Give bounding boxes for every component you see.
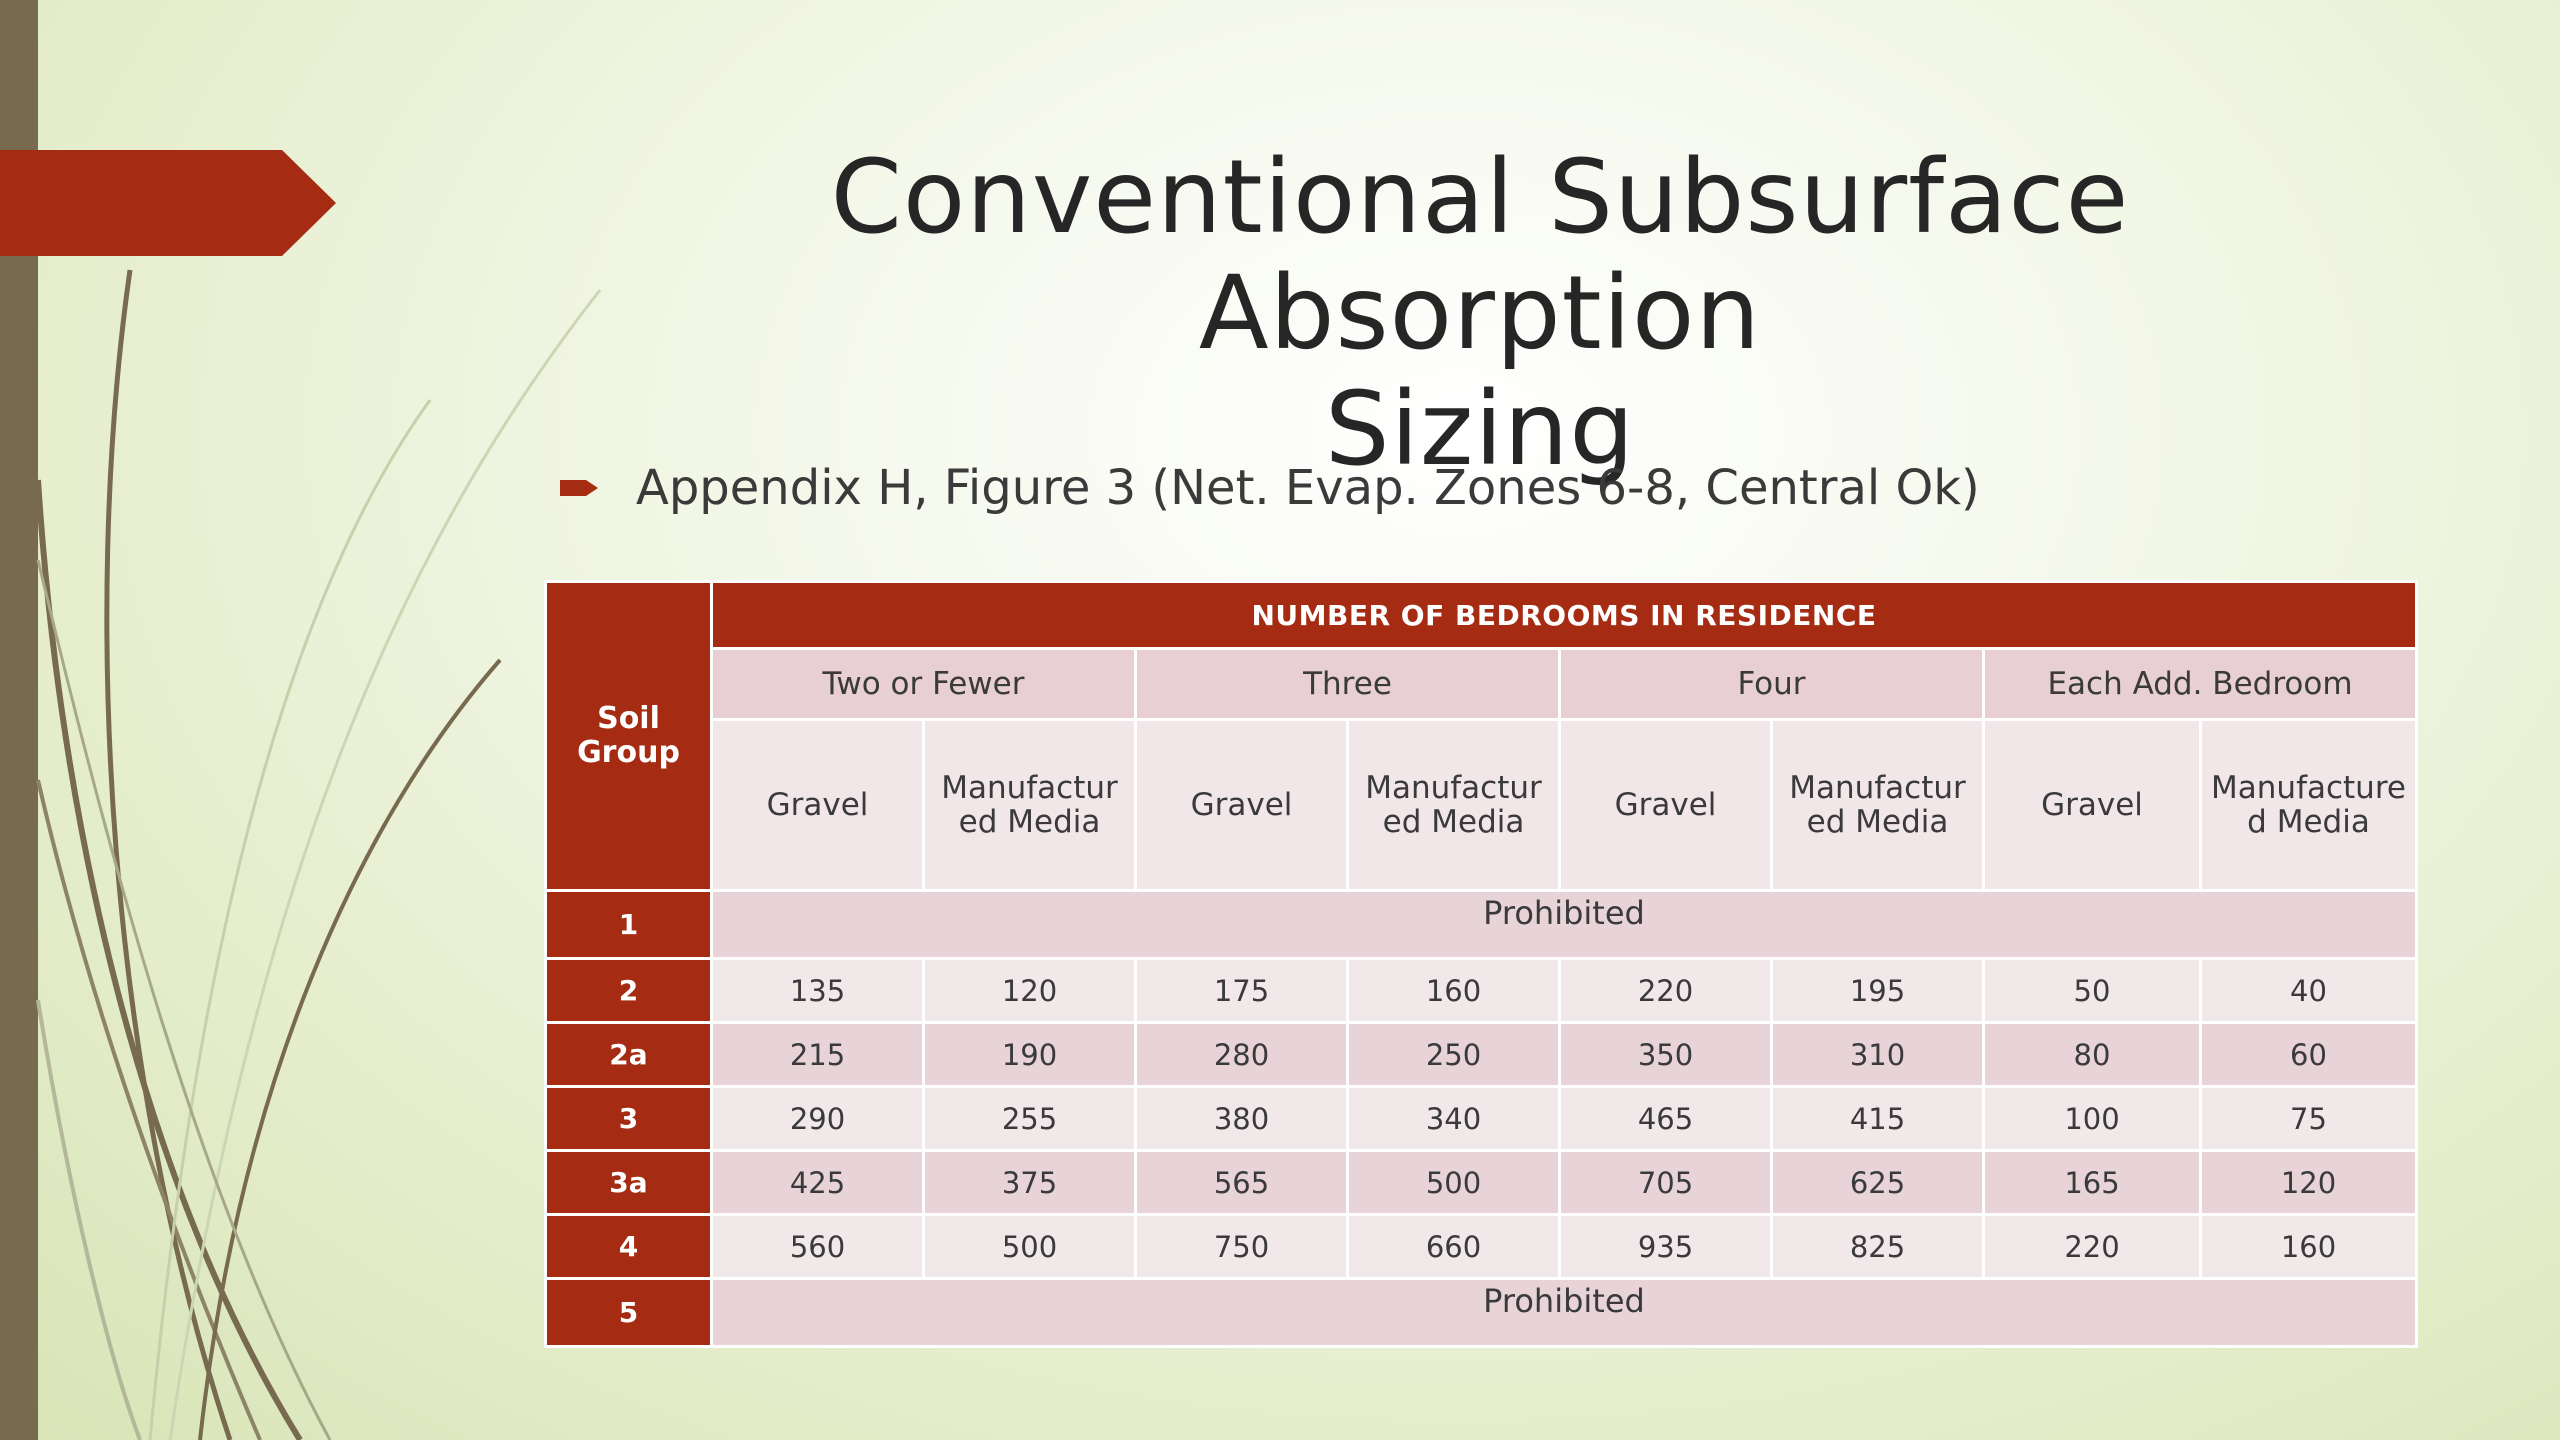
- table-cell: 465: [1558, 1085, 1773, 1152]
- prohibited-cell: Prohibited: [710, 889, 2418, 960]
- soil-group-cell: 2a: [544, 1021, 713, 1088]
- table-cell: 935: [1558, 1213, 1773, 1280]
- table-cell: 220: [1558, 957, 1773, 1024]
- group-header-four: Four: [1558, 647, 1985, 721]
- group-header-two-or-fewer: Two or Fewer: [710, 647, 1137, 721]
- table-cell: 120: [922, 957, 1137, 1024]
- table-cell: 375: [922, 1149, 1137, 1216]
- table-cell: 175: [1134, 957, 1349, 1024]
- subheader-gravel: Gravel: [1134, 718, 1349, 892]
- bedrooms-header: NUMBER OF BEDROOMS IN RESIDENCE: [710, 580, 2418, 650]
- table-row: 4 560 500 750 660 935 825 220 160: [544, 1213, 2418, 1280]
- table-cell: 290: [710, 1085, 925, 1152]
- soil-group-cell: 5: [544, 1277, 713, 1348]
- soil-group-cell: 4: [544, 1213, 713, 1280]
- subheader-gravel: Gravel: [710, 718, 925, 892]
- table-cell: 120: [2199, 1149, 2418, 1216]
- table-row: 1 Prohibited: [544, 889, 2418, 960]
- table-row: 3 290 255 380 340 465 415 100 75: [544, 1085, 2418, 1152]
- table-cell: 825: [1770, 1213, 1985, 1280]
- table-cell: 340: [1346, 1085, 1561, 1152]
- subheader-manufactured-media: Manufactur ed Media: [922, 718, 1137, 892]
- table-cell: 190: [922, 1021, 1137, 1088]
- table-cell: 425: [710, 1149, 925, 1216]
- arrow-bullet-icon: [560, 480, 598, 496]
- table-cell: 160: [2199, 1213, 2418, 1280]
- table-cell: 160: [1346, 957, 1561, 1024]
- subheader-manufactured-media: Manufactur ed Media: [1770, 718, 1985, 892]
- table-cell: 40: [2199, 957, 2418, 1024]
- soil-group-cell: 3a: [544, 1149, 713, 1216]
- subheader-gravel: Gravel: [1982, 718, 2202, 892]
- soil-group-cell: 3: [544, 1085, 713, 1152]
- table-cell: 80: [1982, 1021, 2202, 1088]
- table-cell: 220: [1982, 1213, 2202, 1280]
- soil-group-header: Soil Group: [544, 580, 713, 892]
- table-cell: 625: [1770, 1149, 1985, 1216]
- title-line-2: Sizing: [1324, 370, 1636, 489]
- bullet-text: Appendix H, Figure 3 (Net. Evap. Zones 6…: [636, 460, 1980, 516]
- table-cell: 310: [1770, 1021, 1985, 1088]
- table-row: 3a 425 375 565 500 705 625 165 120: [544, 1149, 2418, 1216]
- table-cell: 135: [710, 957, 925, 1024]
- soil-group-cell: 1: [544, 889, 713, 960]
- table-cell: 560: [710, 1213, 925, 1280]
- table-cell: 350: [1558, 1021, 1773, 1088]
- group-header-three: Three: [1134, 647, 1561, 721]
- table-cell: 500: [922, 1213, 1137, 1280]
- title-arrow-accent: [0, 150, 336, 256]
- slide-title: Conventional Subsurface Absorption Sizin…: [560, 140, 2400, 488]
- decorative-grass-curves: [35, 269, 602, 1440]
- table-cell: 75: [2199, 1085, 2418, 1152]
- group-header-each-add-bedroom: Each Add. Bedroom: [1982, 647, 2418, 721]
- table-cell: 415: [1770, 1085, 1985, 1152]
- table-row: 2 135 120 175 160 220 195 50 40: [544, 957, 2418, 1024]
- title-line-1: Conventional Subsurface Absorption: [830, 138, 2130, 373]
- table-cell: 250: [1346, 1021, 1561, 1088]
- table-row: 5 Prohibited: [544, 1277, 2418, 1348]
- table-cell: 280: [1134, 1021, 1349, 1088]
- table-cell: 565: [1134, 1149, 1349, 1216]
- table-cell: 215: [710, 1021, 925, 1088]
- subheader-manufactured-media: Manufactur ed Media: [1346, 718, 1561, 892]
- table-cell: 500: [1346, 1149, 1561, 1216]
- prohibited-cell: Prohibited: [710, 1277, 2418, 1348]
- table-row: 2a 215 190 280 250 350 310 80 60: [544, 1021, 2418, 1088]
- table-cell: 50: [1982, 957, 2202, 1024]
- table-cell: 380: [1134, 1085, 1349, 1152]
- table-cell: 750: [1134, 1213, 1349, 1280]
- subheader-manufactured-media: Manufacture d Media: [2199, 718, 2418, 892]
- table-cell: 165: [1982, 1149, 2202, 1216]
- absorption-sizing-table: Soil Group NUMBER OF BEDROOMS IN RESIDEN…: [544, 580, 2418, 1348]
- table-cell: 705: [1558, 1149, 1773, 1216]
- bullet-item: Appendix H, Figure 3 (Net. Evap. Zones 6…: [560, 458, 1980, 518]
- subheader-gravel: Gravel: [1558, 718, 1773, 892]
- table-cell: 100: [1982, 1085, 2202, 1152]
- table-cell: 255: [922, 1085, 1137, 1152]
- table-cell: 660: [1346, 1213, 1561, 1280]
- table-cell: 195: [1770, 957, 1985, 1024]
- table-cell: 60: [2199, 1021, 2418, 1088]
- soil-group-cell: 2: [544, 957, 713, 1024]
